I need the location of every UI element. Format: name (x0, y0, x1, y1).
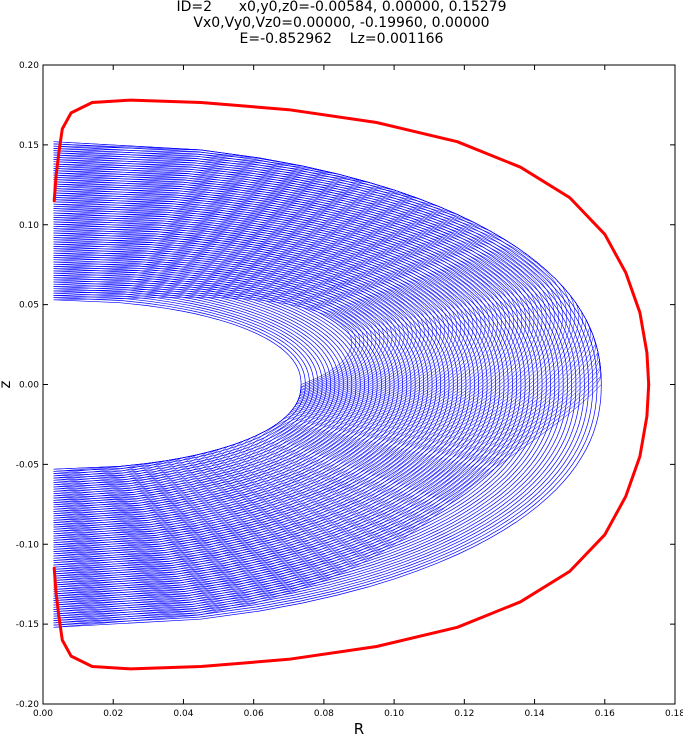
orbit-strand (53, 203, 527, 566)
orbit-strand (53, 255, 433, 514)
orbit-strand (53, 287, 373, 481)
zero-velocity-curve-lower (52, 383, 651, 671)
chart-title-line-1: ID=2 x0,y0,z0=-0.00584, 0.00000, 0.15279 (176, 0, 507, 15)
x-tick-label: 0.18 (665, 709, 683, 719)
orbit-strand (53, 288, 323, 481)
orbit-strand (53, 206, 523, 563)
orbit-strand (53, 168, 590, 601)
orbit-strand (53, 257, 429, 512)
orbit-strand (53, 237, 466, 532)
orbit-strand (53, 263, 417, 506)
orbit-strand (53, 232, 474, 537)
orbit-strand (53, 219, 498, 550)
x-tick-label: 0.00 (33, 709, 53, 719)
orbit-strand (53, 252, 437, 517)
x-tick-label: 0.16 (595, 709, 615, 719)
orbit-strand (53, 201, 531, 568)
x-tick-label: 0.08 (314, 709, 334, 719)
x-tick-label: 0.12 (454, 709, 474, 719)
orbit-strand (53, 239, 461, 530)
orbit-strand (53, 250, 441, 519)
y-tick-label: 0.20 (19, 61, 39, 71)
orbit-strand (53, 228, 437, 541)
y-tick-label: 0.10 (19, 221, 39, 231)
orbit-strand (53, 295, 310, 474)
orbit-strand (53, 188, 555, 581)
y-tick-label: 0.15 (19, 141, 39, 151)
orbit-strand (53, 145, 601, 624)
plot-area (52, 98, 651, 671)
orbit-strand (53, 286, 327, 483)
y-tick-label: 0.05 (19, 301, 39, 311)
y-tick-label: 0.00 (19, 381, 39, 391)
orbit-strand (53, 259, 425, 510)
y-axis-label: z (0, 380, 14, 388)
orbit-strand (53, 261, 421, 508)
x-tick-label: 0.04 (173, 709, 193, 719)
orbit-strand (53, 210, 514, 559)
orbit-strand (53, 183, 563, 586)
orbit-strand (53, 248, 445, 521)
orbit-strand (53, 141, 602, 628)
orbit-strand (53, 234, 470, 535)
orbit-strand (53, 185, 559, 584)
orbit-strand (53, 179, 572, 590)
y-tick-label: -0.10 (16, 540, 40, 550)
chart-title-line-3: E=-0.852962 Lz=0.001166 (239, 31, 444, 47)
orbit-strand (53, 230, 478, 539)
orbit-strand (53, 228, 482, 541)
orbit-strand (53, 177, 576, 592)
orbit-strand (53, 266, 413, 503)
orbit-strand (53, 194, 543, 575)
y-tick-label: -0.20 (16, 700, 40, 710)
orbit-strand (53, 208, 519, 561)
orbit-strand (53, 241, 457, 528)
orbit-series (53, 141, 602, 628)
zero-velocity-curve-upper (52, 98, 651, 386)
orbit-strand (53, 290, 319, 479)
axes: 0.00 0.02 0.04 0.06 0.08 0.10 0.12 0.14 0.16 0.18… (16, 61, 683, 719)
y-tick-label: -0.05 (16, 460, 39, 470)
x-tick-label: 0.10 (384, 709, 404, 719)
x-tick-label: 0.06 (244, 709, 264, 719)
x-tick-label: 0.14 (525, 709, 545, 719)
orbit-strand (53, 156, 573, 613)
orbit-strand (53, 243, 453, 526)
orbit-strand (53, 199, 492, 570)
chart-title-line-2: Vx0,Vy0,Vz0=0.00000, -0.19960, 0.00000 (193, 15, 490, 31)
orbit-strand (53, 221, 494, 548)
orbit-strand (53, 217, 502, 552)
orbit-strand (53, 141, 602, 628)
orbit-strand (53, 212, 510, 557)
orbit-strand (53, 279, 340, 490)
orbit-strand (53, 283, 332, 486)
zero-velocity-series (52, 98, 651, 671)
orbit-strand (53, 192, 547, 577)
y-tick-label: -0.15 (16, 620, 39, 630)
orbit-strand (53, 226, 486, 543)
orbit-strand (53, 292, 315, 477)
orbit-strand (53, 197, 539, 572)
orbit-strand (53, 199, 535, 570)
orbit-strand (53, 214, 506, 555)
x-tick-label: 0.02 (103, 709, 123, 719)
orbit-strand (53, 181, 567, 588)
orbit-strand (53, 246, 449, 523)
orbit-strand (53, 190, 551, 579)
x-axis-label: R (354, 720, 364, 736)
orbit-strand (53, 223, 490, 546)
orbit-strand (53, 291, 365, 477)
